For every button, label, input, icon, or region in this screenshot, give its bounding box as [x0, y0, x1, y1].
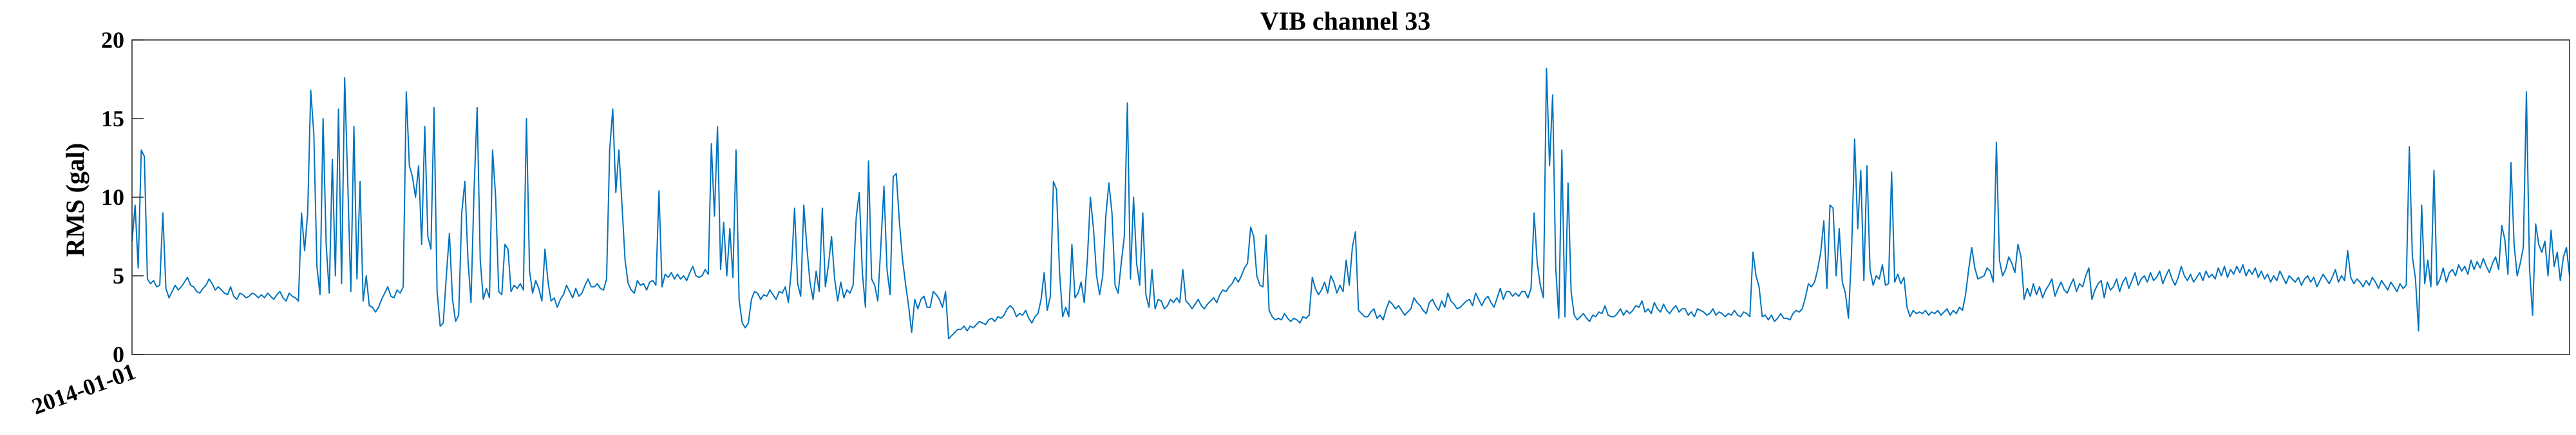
y-axis-label: RMS (gal)	[61, 143, 90, 257]
y-tick-label: 10	[101, 184, 124, 210]
y-tick-label: 0	[113, 342, 124, 367]
x-tick-label: 2014-01-01	[28, 358, 139, 420]
axes-box	[131, 39, 2570, 355]
y-tick-label: 15	[101, 106, 124, 131]
plot-area	[131, 67, 2570, 340]
chart-title: VIB channel 33	[1260, 6, 1431, 35]
x-axis-ticks: 2014-01-01	[28, 358, 139, 420]
y-axis-ticks: 0 5 10 15 20	[101, 27, 144, 367]
y-tick-label: 20	[101, 27, 124, 53]
y-tick-label: 5	[113, 263, 124, 289]
series-line-0	[131, 67, 2570, 340]
